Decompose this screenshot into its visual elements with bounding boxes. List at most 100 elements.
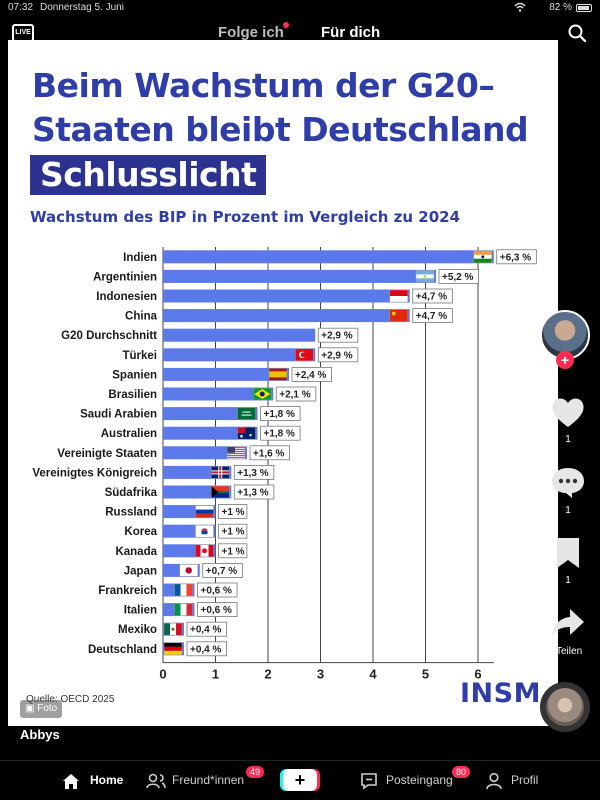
flag-canada-icon [195, 544, 214, 558]
comment-count: 1 [565, 505, 571, 516]
value-label-box [317, 347, 359, 363]
inbox-badge: 80 [452, 766, 471, 778]
headline: Beim Wachstum der G20– Staaten bleibt De… [32, 64, 552, 152]
home-icon[interactable] [62, 772, 80, 790]
source-note: Quelle: OECD 2025 [26, 694, 115, 705]
value-label: +2,9 % [321, 331, 353, 342]
like-button[interactable] [546, 395, 590, 434]
bar [163, 367, 289, 381]
x-tick-label: 5 [422, 667, 429, 682]
save-count: 1 [565, 575, 571, 586]
author-name[interactable]: Abbys [20, 727, 60, 742]
share-button[interactable] [546, 606, 590, 645]
headline-line-2: Staaten bleibt Deutschland [32, 110, 529, 149]
friends-icon[interactable] [146, 772, 166, 790]
flag-germany-icon [163, 642, 183, 656]
value-label-box [218, 523, 248, 539]
value-label: +0,4 % [190, 644, 222, 655]
nav-profile[interactable]: Profil [511, 773, 539, 787]
tab-for-you[interactable]: Für dich [321, 24, 381, 41]
photo-badge-label: Foto [37, 703, 58, 714]
value-label-box [412, 308, 453, 324]
category-label: China [125, 311, 158, 323]
bar [163, 250, 494, 264]
category-label: Japan [124, 565, 157, 577]
category-label: Italien [124, 605, 157, 617]
bottom-nav: Home Freund*innen 49 + Posteingang 80 Pr… [0, 760, 600, 800]
flag-italy-icon [174, 603, 193, 616]
x-tick-label: 2 [264, 667, 271, 682]
value-label: +1 % [222, 527, 245, 538]
flag-turkey-icon [295, 348, 314, 362]
value-label: +1,3 % [237, 488, 269, 499]
status-time: 07:32 [8, 2, 34, 13]
category-label: Südafrika [105, 487, 158, 499]
follow-button[interactable]: + [556, 351, 574, 369]
category-label: Indonesien [96, 291, 157, 303]
value-label-box [438, 268, 479, 284]
bar [163, 269, 436, 283]
bar [163, 328, 316, 342]
battery-icon [576, 4, 592, 12]
flag-india-icon [473, 250, 492, 264]
flag-uk-icon [211, 466, 230, 479]
value-label-box [317, 327, 359, 343]
category-label: Mexiko [118, 624, 157, 636]
comment-button[interactable] [546, 466, 590, 505]
category-label: G20 Durchschnitt [61, 330, 157, 342]
inbox-icon[interactable] [360, 772, 378, 790]
bar [163, 426, 258, 440]
value-label-box [218, 504, 248, 520]
category-label: Spanien [112, 369, 157, 381]
flag-australia-icon [237, 426, 256, 440]
nav-home[interactable]: Home [90, 773, 124, 787]
bar [163, 407, 258, 421]
value-label-box [233, 464, 275, 480]
value-label-box [218, 543, 248, 559]
tab-following[interactable]: Folge ich [218, 24, 284, 41]
value-label-box [197, 602, 238, 617]
value-label: +1,8 % [264, 429, 296, 440]
post-image[interactable]: Beim Wachstum der G20– Staaten bleibt De… [8, 40, 558, 726]
friends-badge: 49 [246, 766, 265, 778]
x-tick-label: 0 [159, 667, 166, 682]
value-label-box [412, 288, 453, 304]
value-label: +5,2 % [442, 272, 474, 283]
category-label: Deutschland [88, 644, 157, 656]
comment-icon [552, 468, 584, 498]
category-label: Frankreich [98, 585, 157, 597]
flag-mexico-icon [163, 622, 183, 636]
wifi-icon [514, 2, 526, 12]
value-label-box [249, 445, 290, 461]
search-icon[interactable] [568, 24, 586, 42]
value-label: +0,6 % [201, 605, 233, 616]
like-count: 1 [565, 434, 571, 445]
value-label: +2,1 % [279, 390, 311, 401]
share-label: Teilen [556, 646, 583, 657]
music-disc[interactable] [540, 682, 590, 732]
flag-russia-icon [195, 505, 214, 518]
create-button[interactable]: + [283, 769, 317, 791]
nav-friends[interactable]: Freund*innen [172, 773, 245, 787]
value-label: +6,3 % [500, 252, 532, 263]
save-button[interactable] [546, 536, 590, 575]
x-tick-label: 3 [317, 667, 324, 682]
value-label-box [186, 641, 227, 657]
category-label: Vereinigte Staaten [57, 448, 157, 460]
profile-icon[interactable] [485, 772, 503, 790]
flag-south-africa-icon [211, 485, 230, 499]
flag-korea-icon [195, 524, 214, 538]
image-icon: ▣ [25, 703, 38, 714]
category-label: Australien [101, 428, 157, 440]
bar [163, 387, 274, 401]
flag-saudi-arabia-icon [237, 407, 256, 420]
flag-usa-icon [226, 446, 246, 460]
value-label: +1,8 % [264, 409, 296, 420]
flag-china-icon [389, 309, 408, 322]
nav-inbox[interactable]: Posteingang [386, 773, 453, 787]
bar [163, 446, 247, 460]
value-label: +1 % [222, 546, 245, 557]
value-label: +2,9 % [321, 350, 353, 361]
category-label: Korea [124, 526, 157, 538]
flag-spain-icon [268, 368, 288, 381]
